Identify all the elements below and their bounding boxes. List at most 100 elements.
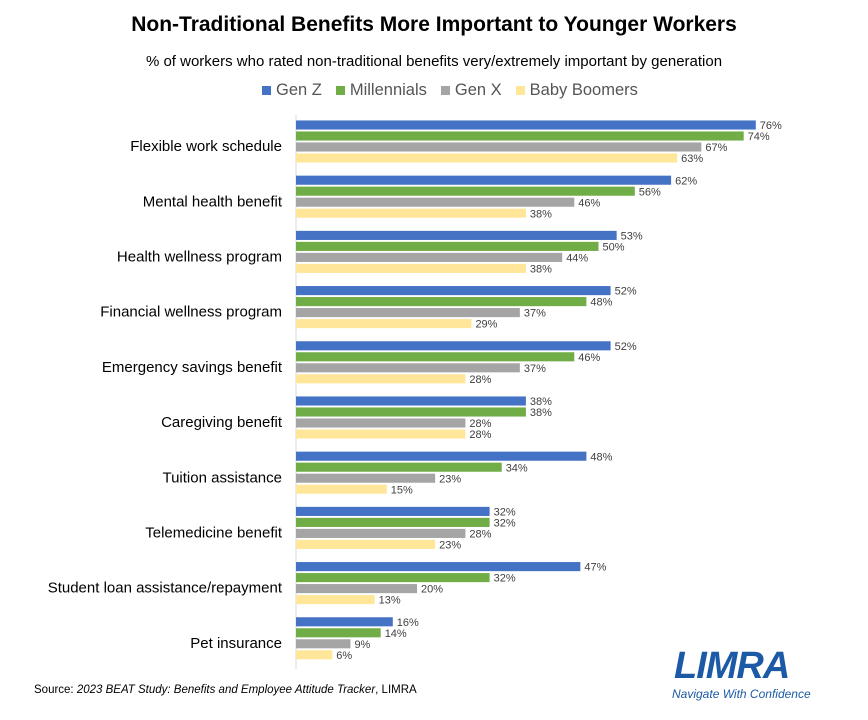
data-label: 13% [379,595,401,607]
data-label: 48% [590,451,612,463]
bar [296,628,381,638]
data-label: 38% [530,396,552,408]
bar [296,197,575,207]
bar [296,142,702,152]
data-label: 74% [748,131,770,143]
bar [296,175,672,185]
category-label: Mental health benefit [143,193,283,210]
source-label: Source: [34,684,74,696]
data-label: 50% [603,241,625,253]
bar [296,319,472,329]
data-label: 37% [524,308,546,320]
data-label: 6% [336,650,352,662]
data-label: 20% [421,584,443,596]
data-label: 23% [439,473,461,485]
bar [296,308,520,318]
bar [296,407,526,417]
category-label: Flexible work schedule [130,138,282,155]
data-label: 28% [469,528,491,540]
bar [296,650,333,660]
bar [296,297,587,307]
data-label: 52% [615,341,637,353]
legend-item-0: Gen Z [262,81,322,100]
bar [296,131,744,141]
bar [296,528,466,538]
source-suffix: , LIMRA [375,684,417,696]
bar [296,595,375,605]
logo-tagline: Navigate With Confidence [672,687,811,701]
data-label: 48% [590,297,612,309]
category-label: Student loan assistance/repayment [48,580,283,597]
bar [296,418,466,428]
legend-swatch [262,85,271,95]
bar [296,573,490,583]
bar [296,153,678,163]
data-label: 32% [494,573,516,585]
legend-swatch [515,85,525,95]
data-label: 53% [621,230,643,242]
chart-subtitle: % of workers who rated non-traditional b… [145,53,723,70]
bar [296,617,393,627]
data-label: 14% [385,628,407,640]
data-label: 32% [494,506,516,518]
bar [296,562,581,572]
bar [296,429,466,439]
category-label: Health wellness program [117,248,282,265]
data-label: 47% [584,562,606,574]
data-label: 44% [566,252,588,264]
data-label: 32% [494,517,516,529]
data-label: 46% [578,352,600,364]
legend-label: Millennials [349,80,427,99]
bar [296,241,599,251]
legend-swatch [440,85,450,95]
data-label: 46% [578,197,600,209]
bar [296,120,756,130]
bar [296,517,490,527]
data-label: 67% [705,142,727,154]
data-label: 34% [506,462,528,474]
bar [296,230,617,240]
data-label: 62% [675,175,697,187]
legend-swatch [335,85,345,95]
logo-wordmark: LIMRA [674,645,790,687]
source-note: Source: 2023 BEAT Study: Benefits and Em… [34,684,417,696]
chart-title: Non-Traditional Benefits More Important … [131,13,737,36]
bar [296,263,526,273]
data-label: 9% [354,639,370,651]
bar [296,506,490,516]
bar [296,286,611,296]
bar [296,584,417,594]
legend-label: Baby Boomers [529,80,638,99]
category-label: Caregiving benefit [161,414,283,431]
bar [296,451,587,461]
data-label: 28% [469,429,491,441]
legend-label: Gen Z [276,80,322,99]
data-label: 76% [760,120,782,132]
legend-item-1: Millennials [335,80,427,100]
limra-logo: LIMRA Navigate With Confidence [668,645,818,705]
bar [296,639,351,649]
bar [296,473,436,483]
data-label: 15% [391,484,413,496]
data-label: 28% [469,374,491,386]
legend-item-3: Baby Boomers [515,80,638,100]
category-label: Telemedicine benefit [145,524,283,541]
data-label: 23% [439,539,461,551]
legend-item-2: Gen X [440,81,502,100]
bar [296,341,611,351]
data-label: 16% [397,617,419,629]
data-label: 56% [639,186,661,198]
category-label: Tuition assistance [162,469,282,486]
legend: Gen Z Millennials Gen X Baby Boomers [262,78,652,102]
category-label: Emergency savings benefit [102,359,283,376]
category-label: Financial wellness program [100,304,282,321]
bar [296,462,502,472]
data-label: 63% [681,153,703,165]
bar [296,208,526,218]
category-label: Pet insurance [190,635,282,652]
bar [296,352,575,362]
source-title: 2023 BEAT Study: Benefits and Employee A… [76,684,376,696]
bar [296,539,436,549]
data-label: 28% [469,418,491,430]
